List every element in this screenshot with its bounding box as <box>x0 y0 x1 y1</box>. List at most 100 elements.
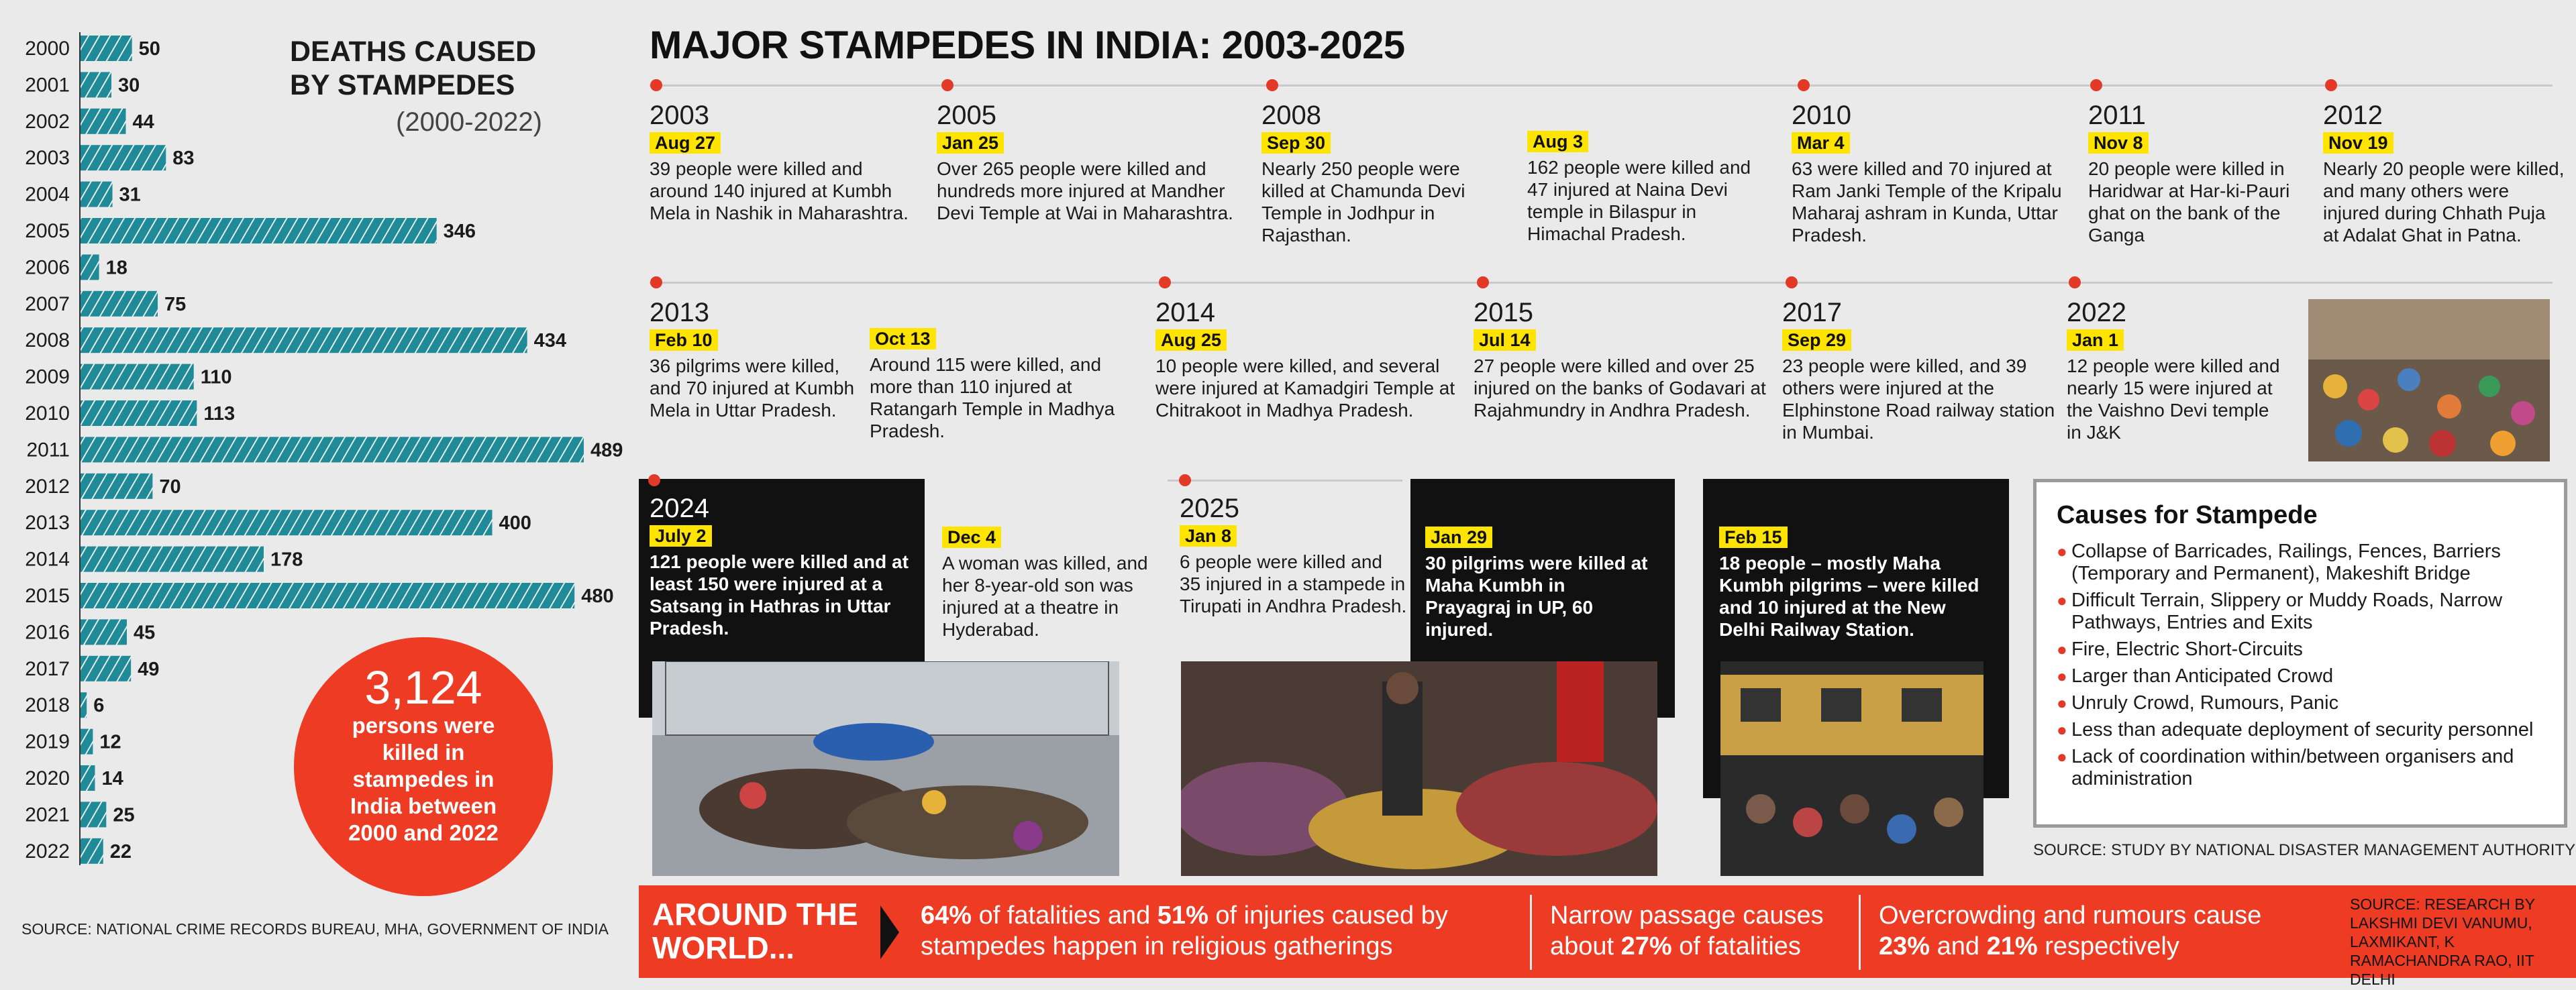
bar-value-label: 70 <box>159 476 181 498</box>
bar-value-label: 110 <box>201 367 232 388</box>
bar-2007 <box>81 290 158 317</box>
bar-2004 <box>81 181 113 207</box>
deaths-chart-subtitle: (2000-2022) <box>396 107 542 137</box>
bar-2016 <box>81 619 127 645</box>
timeline-event-2014: 2014 Aug 25 10 people were killed, and sev… <box>1155 298 1455 421</box>
year-tick-label: 2001 <box>25 74 70 96</box>
timeline-event-2008-sep: 2008 Sep 30 Nearly 250 people were killed … <box>1261 101 1465 245</box>
cause-item: ● Unruly Crowd, Rumours, Panic <box>2057 692 2339 714</box>
around-the-world-label: AROUND THE WORLD... <box>652 897 858 965</box>
photo-tirupati <box>1181 661 1657 876</box>
timeline-line-row2 <box>650 282 2553 284</box>
year-tick-label: 2018 <box>25 694 70 716</box>
bar-2001 <box>81 72 112 98</box>
year-tick-label: 2009 <box>25 366 70 388</box>
timeline-event-2015: 2015 Jul 14 27 people were killed and over… <box>1474 298 1766 421</box>
bar-2000 <box>81 36 132 61</box>
timeline-event-2008-aug: Aug 3 162 people were killed and 47 injur… <box>1527 131 1751 244</box>
year-tick-label: 2007 <box>25 293 70 315</box>
deaths-chart-title: DEATHS CAUSED BY STAMPEDES <box>290 36 537 101</box>
left-source: SOURCE: NATIONAL CRIME RECORDS BUREAU, M… <box>21 920 609 938</box>
bar-value-label: 83 <box>172 148 194 169</box>
timeline-dot <box>650 79 662 91</box>
bar-value-label: 44 <box>132 111 154 133</box>
timeline-dot <box>1798 79 1810 91</box>
timeline-line-row3 <box>1168 480 1402 482</box>
bar-2010 <box>81 400 197 426</box>
year-tick-label: 2002 <box>25 111 70 133</box>
bar-2011 <box>81 437 584 463</box>
total-deaths-number: 3,124 <box>364 661 482 714</box>
timeline-event-2011: 2011 Nov 8 20 people were killed in Haridw… <box>2088 101 2290 245</box>
bar-value-label: 18 <box>106 257 127 278</box>
cause-item: ● Fire, Electric Short-Circuits <box>2057 639 2303 660</box>
bar-2018 <box>81 692 87 718</box>
total-deaths-text: persons were killed in stampedes in Indi… <box>348 713 499 845</box>
year-tick-label: 2020 <box>25 767 70 789</box>
bar-value-label: 30 <box>118 74 140 96</box>
timeline-line-row1 <box>650 85 2553 87</box>
timeline-event-2003: 2003 Aug 27 39 people were killed and arou… <box>650 101 909 223</box>
around-the-world-band: AROUND THE WORLD... 64% of fatalities an… <box>639 885 2576 988</box>
bar-2015 <box>81 583 575 608</box>
timeline-dot <box>1179 474 1191 486</box>
cause-item: ● Collapse of Barricades, Railings, Fence… <box>2057 541 2501 584</box>
bar-2019 <box>81 728 93 755</box>
bar-value-label: 14 <box>101 768 123 789</box>
year-tick-label: 2010 <box>25 402 70 425</box>
timeline-event-2013-feb: 2013 Feb 10 36 pilgrims were killed, and 7… <box>650 298 855 421</box>
timeline-event-2025-feb15: Feb 15 18 people – mostly Maha Kumbh pilg… <box>1719 527 1979 640</box>
cause-item: ● Less than adequate deployment of securi… <box>2057 719 2534 740</box>
timeline-dot <box>648 474 660 486</box>
bar-2013 <box>81 510 493 536</box>
crowd-photo-patna <box>2308 299 2550 461</box>
cause-item: ● Lack of coordination within/between org… <box>2057 746 2514 789</box>
bar-value-label: 12 <box>99 732 121 753</box>
cause-item: ● Difficult Terrain, Slippery or Muddy Ro… <box>2057 590 2503 633</box>
timeline-dot <box>1159 276 1171 288</box>
bar-value-label: 113 <box>203 403 235 425</box>
timeline-event-2005: 2005 Jan 25 Over 265 people were killed an… <box>937 101 1233 223</box>
world-fact-overcrowding: Overcrowding and rumours cause 23% and 2… <box>1879 901 2262 960</box>
deaths-bar-chart: 2000 50 2001 30 2002 44 2003 83 2004 31 2005 346 200… <box>25 32 623 865</box>
bar-value-label: 400 <box>499 512 531 534</box>
bar-2012 <box>81 473 153 499</box>
year-tick-label: 2016 <box>25 621 70 643</box>
year-tick-label: 2003 <box>25 147 70 169</box>
bar-2009 <box>81 364 194 390</box>
photo-hathras <box>652 661 1119 876</box>
total-deaths-circle: 3,124 persons were killed in stampedes i… <box>294 637 553 896</box>
bar-2022 <box>81 838 103 864</box>
bar-value-label: 31 <box>119 184 141 206</box>
band-divider <box>1530 895 1532 970</box>
year-tick-label: 2004 <box>25 184 70 206</box>
year-tick-label: 2000 <box>25 38 70 60</box>
year-tick-label: 2021 <box>25 804 70 826</box>
timeline-event-2012: 2012 Nov 19 Nearly 20 people were killed, … <box>2323 101 2565 245</box>
timeline-dot <box>1477 276 1489 288</box>
timeline-dot <box>941 79 954 91</box>
world-fact-narrow-passage: Narrow passage causes about 27% of fatal… <box>1550 901 1824 960</box>
year-tick-label: 2008 <box>25 329 70 351</box>
bar-value-label: 480 <box>581 586 613 607</box>
year-tick-label: 2006 <box>25 256 70 278</box>
timeline-dot <box>2325 79 2337 91</box>
bar-2017 <box>81 655 132 681</box>
cause-item: ● Larger than Anticipated Crowd <box>2057 665 2334 687</box>
timeline-dot <box>2069 276 2081 288</box>
bar-value-label: 45 <box>134 622 155 643</box>
bar-2014 <box>81 546 264 572</box>
causes-source: SOURCE: STUDY BY NATIONAL DISASTER MANAG… <box>2033 841 2576 859</box>
world-fact-religious: 64% of fatalities and 51% of injuries ca… <box>921 901 1448 960</box>
year-tick-label: 2005 <box>25 220 70 242</box>
year-tick-label: 2022 <box>25 840 70 863</box>
bar-2020 <box>81 765 95 791</box>
arrow-right-icon <box>880 905 899 959</box>
timeline-event-2022: 2022 Jan 1 12 people were killed and nearl… <box>2067 298 2280 443</box>
year-tick-label: 2017 <box>25 658 70 680</box>
timeline-event-2010: 2010 Mar 4 63 were killed and 70 injured a… <box>1792 101 2062 245</box>
bar-value-label: 25 <box>113 804 134 826</box>
timeline-dot <box>1786 276 1798 288</box>
bar-value-label: 75 <box>164 294 186 315</box>
